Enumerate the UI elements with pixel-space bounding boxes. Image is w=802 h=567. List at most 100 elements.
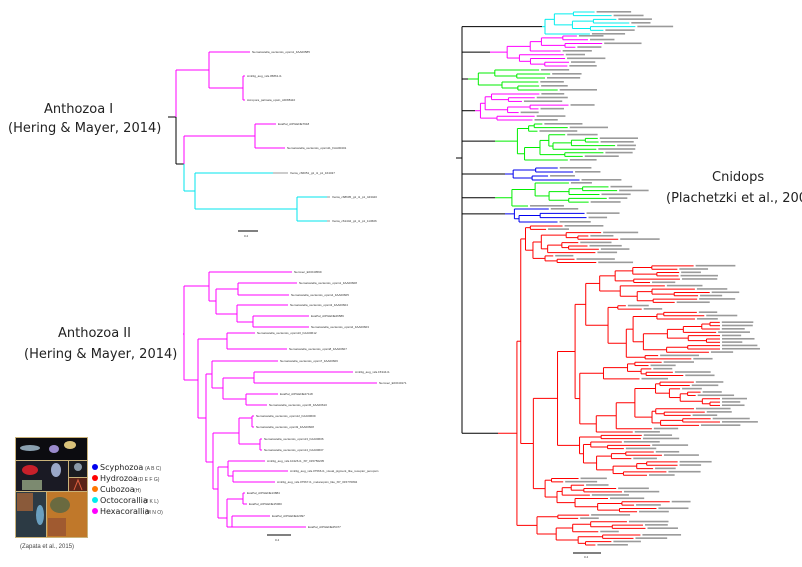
leaf-label (530, 205, 564, 207)
leaf-label (635, 537, 668, 539)
leaf-label (540, 107, 564, 110)
leaf-label (655, 450, 680, 453)
leaf-label (618, 487, 649, 490)
leaf-label (722, 344, 758, 347)
leaf-label (613, 14, 644, 17)
leaf-label (584, 155, 619, 157)
leaf-label (643, 434, 673, 436)
leaf-label (552, 73, 582, 75)
leaf-label (685, 374, 715, 377)
legend-letters: (D E F G) (138, 477, 160, 483)
anthozoa1-leaf-labels: Nematostella_vectensis_opsin1_FAA00585 A… (244, 50, 377, 238)
leaf-label (591, 514, 631, 516)
leaf-label (589, 244, 622, 247)
leaf-label (706, 411, 732, 413)
legend: Scyphozoa (A B C) Hydrozoa (D E F G) Cub… (20, 463, 163, 550)
leaf-label (722, 347, 760, 350)
anthozoa1-title: Anthozoa I (44, 102, 113, 117)
leaf-label (647, 527, 678, 529)
leaf-label (577, 46, 602, 48)
leaf-label (571, 61, 596, 63)
leaf-label (555, 254, 574, 257)
leaf-label (700, 294, 723, 297)
leaf-label: Nematostella_vectensis_opsin9_FAA00608 (256, 425, 314, 429)
leaf-label (580, 477, 607, 480)
leaf-label (601, 193, 631, 196)
leaf-label (641, 377, 669, 380)
leaf-label (597, 544, 628, 546)
leaf-label (663, 454, 699, 456)
leaf-label (590, 201, 621, 203)
leaf-label (544, 123, 583, 125)
leaf-label: Nematostella_vectensis_opsin8_FAA00607 (289, 347, 347, 351)
leaf-label: Nematostella_vectensis_opsin7_FAA00606 (280, 359, 338, 363)
leaf-label (623, 490, 660, 493)
leaf-label (722, 324, 753, 327)
leaf-label (580, 517, 599, 520)
leaf-label (608, 197, 628, 199)
leaf-label (536, 115, 566, 117)
leaf-label (722, 421, 758, 423)
cnidops-title: Cnidops (712, 170, 764, 185)
legend-dot-hydrozoa (92, 475, 98, 481)
leaf-label (548, 228, 569, 230)
leaf-label (642, 437, 680, 440)
leaf-label (679, 268, 709, 270)
leaf-label (722, 341, 743, 343)
leaf-label (570, 104, 595, 106)
leaf-label: Acropora_palmata_opsin_ADI88110 (247, 98, 295, 102)
scale-label: 0.4 (275, 538, 280, 542)
leaf-label (718, 331, 750, 333)
leaf-label: Nematostella_vectensis_opsin2_FAA00603 (311, 325, 369, 329)
leaf-label (697, 394, 735, 397)
leaf-label (639, 510, 669, 513)
leaf-label (722, 404, 745, 407)
cnidops-tree (456, 11, 760, 546)
leaf-label (650, 364, 676, 367)
leaf-label (722, 334, 742, 337)
cnidops-citation: (Plachetzki et al., 2007) (666, 191, 802, 206)
leaf-label (598, 261, 634, 264)
legend-label: Octocorallia (100, 496, 148, 505)
leaf-label (696, 318, 718, 320)
leaf-label (590, 234, 614, 237)
leaf-label (649, 474, 675, 476)
leaf-label: Nematostella_vectensis_opsin1_FAA00585 (252, 50, 310, 54)
leaf-label: Nematostella_vectensis_opsin3_FAA00604 (290, 303, 348, 307)
leaf-label (696, 288, 728, 290)
leaf-label: Nematostella_vectensis_opsin12_FAA00609 (256, 414, 316, 418)
leaf-label: ExaPal_AIPGENE7918 (278, 122, 310, 126)
leaf-label (663, 361, 694, 363)
leaf-label (721, 321, 754, 323)
leaf-label (539, 130, 578, 132)
leaf-label (547, 77, 581, 79)
leaf-label (569, 126, 609, 129)
legend-dot-cubozoa (92, 486, 98, 492)
leaf-label (652, 444, 689, 446)
anthozoa2-tree (183, 271, 377, 536)
leaf-label: ExaPal_AIPGENE27118 (280, 392, 313, 396)
leaf-label: AmDig_aug_v2a.10426.t1_XP_015756205 (267, 459, 324, 463)
leaf-label: Xenia_c66051_g1_i1_p1_164437 (290, 171, 335, 175)
leaf-label (706, 314, 738, 317)
anthozoa2-title: Anthozoa II (58, 326, 131, 341)
leaf-label (600, 141, 634, 143)
leaf-label (536, 96, 568, 99)
leaf-label (569, 65, 597, 67)
legend-label: Scyphozoa (100, 463, 143, 472)
leaf-label (591, 494, 629, 496)
legend-label: Hydrozoa (100, 474, 138, 483)
leaf-label: Nematostella_vectensis_opsin1_FAA00608 (299, 281, 357, 285)
leaf-label (674, 371, 711, 373)
leaf-label (575, 171, 601, 173)
leaf-label (618, 18, 652, 20)
leaf-label (620, 238, 660, 240)
leaf-label: Xenia_c68605_g1_i1_p1_443420 (332, 195, 377, 199)
leaf-label: Nemvec_EDO40599 (294, 270, 322, 274)
leaf-label (637, 25, 674, 28)
legend-letters: (J K L) (144, 499, 159, 505)
leaf-label: AmDig_aug_v2a.05861.t1 (247, 74, 282, 78)
leaf-label (600, 530, 619, 533)
leaf-label (695, 381, 724, 383)
